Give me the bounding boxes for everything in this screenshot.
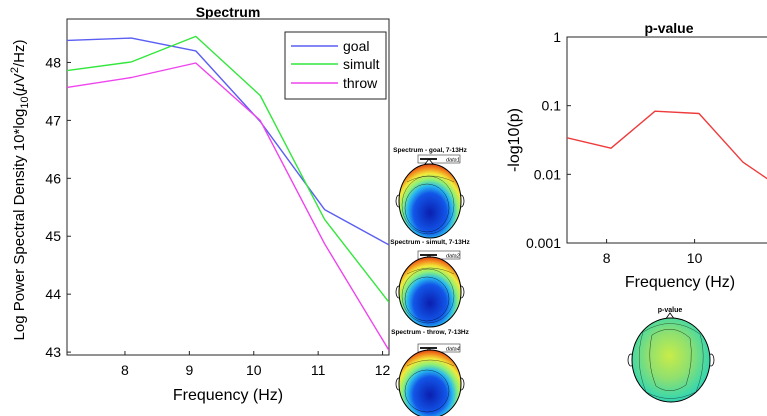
spectrum-x-tick-label: 8 [121, 362, 129, 378]
spectrum-x-tick-label: 9 [185, 362, 193, 378]
topomap-head-pvalue [632, 318, 710, 402]
pvalue-y-tick-label: 0.1 [542, 98, 562, 114]
spectrum-y-tick-label: 48 [45, 54, 61, 70]
spectrum-x-label: Frequency (Hz) [173, 387, 283, 404]
spectrum-y-tick-label: 44 [45, 286, 61, 302]
spectrum-x-tick-label: 10 [246, 362, 262, 378]
spectrum-y-tick-label: 46 [45, 170, 61, 186]
topomap-tag-simult: data2 [446, 254, 460, 260]
spectrum-chart: Spectrum 8 9 10 11 12 43 44 45 46 47 48 goal simul… [9, 4, 391, 404]
spectrum-title: Spectrum [196, 4, 261, 20]
topomap-goal: Spectrum - goal, 7-13Hz data1 [393, 147, 467, 238]
pvalue-plot-area [567, 37, 767, 243]
spectrum-y-tick-label: 45 [45, 228, 61, 244]
topomap-title-goal: Spectrum - goal, 7-13Hz [393, 147, 467, 154]
topomap-throw: Spectrum - throw, 7-13Hz data4 [391, 329, 470, 416]
pvalue-title: p-value [644, 20, 693, 36]
spectrum-y-tick-label: 47 [45, 112, 61, 128]
topomap-tag-goal: data1 [446, 158, 460, 164]
topomap-simult: Spectrum - simult, 7-13Hz data2 [390, 239, 470, 327]
pvalue-x-label: Frequency (Hz) [625, 274, 735, 291]
legend-label-throw: throw [343, 75, 378, 91]
pvalue-x-tick-label: 8 [603, 250, 611, 266]
spectrum-y-label: Log Power Spectral Density 10*log10(μV2/… [9, 40, 31, 341]
pvalue-x-tick-label: 10 [687, 250, 703, 266]
topomap-title-simult: Spectrum - simult, 7-13Hz [390, 239, 470, 246]
pvalue-y-tick-label: 0.01 [534, 166, 561, 182]
spectrum-y-tick-label: 43 [45, 344, 61, 360]
legend-label-goal: goal [343, 38, 369, 54]
topomap-title-throw: Spectrum - throw, 7-13Hz [391, 329, 470, 336]
topomap-head-goal [399, 164, 461, 238]
topomap-head-simult [399, 257, 461, 327]
pvalue-y-label: -log10(p) [506, 108, 523, 172]
spectrum-x-tick-label: 12 [375, 362, 391, 378]
topomap-pvalue: p-value [628, 307, 714, 402]
spectrum-x-tick-label: 11 [311, 362, 326, 378]
spectrum-legend: goal simult throw [285, 32, 386, 99]
pvalue-y-tick-label: 0.001 [526, 235, 561, 251]
legend-label-simult: simult [343, 56, 380, 72]
pvalue-y-tick-label: 1 [553, 29, 561, 45]
topomap-tag-throw: data4 [446, 347, 460, 353]
